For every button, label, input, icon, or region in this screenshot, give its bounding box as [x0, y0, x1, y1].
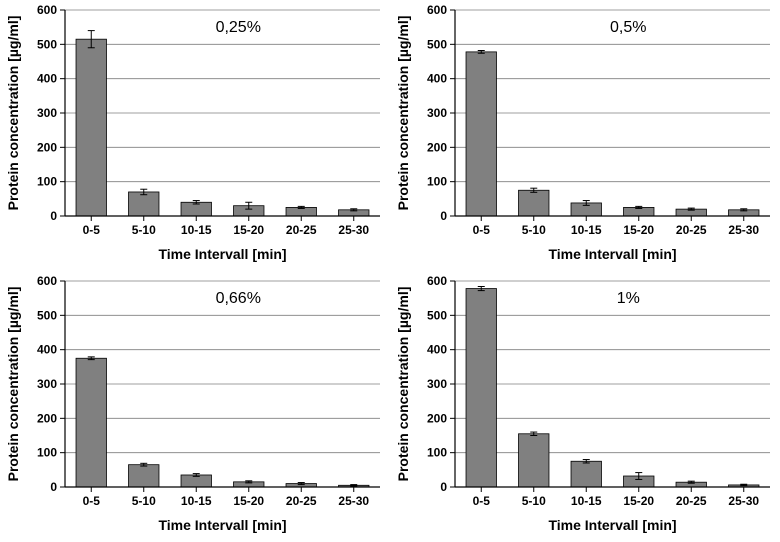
- x-axis-label: Time Intervall [min]: [158, 246, 286, 262]
- bar: [466, 52, 496, 216]
- y-tick-label: 100: [427, 175, 447, 189]
- bar: [129, 192, 159, 216]
- x-tick-label: 15-20: [233, 494, 264, 508]
- chart-panel: 0 100 200 300 400 500 600 0-5 5-10 10-15 15-20 20-2…: [390, 0, 780, 271]
- bar: [129, 465, 159, 487]
- y-tick-label: 600: [427, 274, 447, 288]
- x-tick-label: 15-20: [623, 223, 654, 237]
- x-tick-label: 0-5: [473, 494, 491, 508]
- y-tick-label: 600: [37, 3, 57, 17]
- y-tick-label: 500: [427, 37, 447, 51]
- x-tick-label: 10-15: [181, 223, 212, 237]
- x-tick-label: 25-30: [728, 223, 759, 237]
- x-tick-label: 5-10: [132, 494, 156, 508]
- y-axis-label: Protein concentration [µg/ml]: [5, 16, 21, 211]
- chart-panel: 0 100 200 300 400 500 600 0-5 5-10 10-15 15-20 20-2…: [390, 271, 780, 542]
- x-tick-label: 10-15: [571, 494, 602, 508]
- chart-panel: 0 100 200 300 400 500 600 0-5 5-10 10-15 15-20 20-2…: [0, 271, 390, 542]
- y-tick-label: 300: [37, 106, 57, 120]
- chart-grid: 0 100 200 300 400 500 600 0-5 5-10 10-15 15-20 20-2…: [0, 0, 780, 542]
- y-tick-label: 100: [427, 446, 447, 460]
- x-tick-label: 5-10: [522, 494, 546, 508]
- panel-title: 1%: [617, 290, 640, 307]
- bar: [76, 39, 106, 216]
- x-tick-label: 10-15: [571, 223, 602, 237]
- x-tick-label: 0-5: [473, 223, 491, 237]
- y-tick-label: 400: [37, 72, 57, 86]
- y-tick-label: 100: [37, 175, 57, 189]
- bar: [76, 358, 106, 487]
- y-tick-label: 0: [50, 209, 57, 223]
- x-axis-label: Time Intervall [min]: [548, 517, 676, 533]
- x-tick-label: 5-10: [132, 223, 156, 237]
- y-tick-label: 600: [37, 274, 57, 288]
- x-tick-label: 25-30: [338, 223, 369, 237]
- y-tick-label: 200: [37, 140, 57, 154]
- x-tick-label: 20-25: [286, 223, 317, 237]
- y-tick-label: 300: [427, 106, 447, 120]
- y-tick-label: 500: [427, 308, 447, 322]
- x-tick-label: 20-25: [676, 494, 707, 508]
- x-tick-label: 15-20: [233, 223, 264, 237]
- x-tick-label: 20-25: [676, 223, 707, 237]
- x-tick-label: 25-30: [338, 494, 369, 508]
- panel-title: 0,66%: [216, 290, 261, 307]
- y-tick-label: 400: [427, 343, 447, 357]
- x-tick-label: 0-5: [83, 494, 101, 508]
- bar: [519, 190, 549, 216]
- y-axis-label: Protein concentration [µg/ml]: [395, 16, 411, 211]
- x-axis-label: Time Intervall [min]: [548, 246, 676, 262]
- bar: [466, 289, 496, 487]
- y-axis-label: Protein concentration [µg/ml]: [5, 287, 21, 482]
- y-tick-label: 500: [37, 308, 57, 322]
- x-tick-label: 20-25: [286, 494, 317, 508]
- chart-panel: 0 100 200 300 400 500 600 0-5 5-10 10-15 15-20 20-2…: [0, 0, 390, 271]
- panel-title: 0,25%: [216, 19, 261, 36]
- y-tick-label: 0: [50, 480, 57, 494]
- x-tick-label: 0-5: [83, 223, 101, 237]
- x-tick-label: 25-30: [728, 494, 759, 508]
- y-tick-label: 300: [427, 377, 447, 391]
- y-tick-label: 0: [440, 480, 447, 494]
- y-tick-label: 200: [37, 411, 57, 425]
- bar: [519, 434, 549, 487]
- y-tick-label: 200: [427, 411, 447, 425]
- x-axis-label: Time Intervall [min]: [158, 517, 286, 533]
- bar: [571, 461, 601, 487]
- y-tick-label: 600: [427, 3, 447, 17]
- y-tick-label: 400: [427, 72, 447, 86]
- y-tick-label: 200: [427, 140, 447, 154]
- x-tick-label: 10-15: [181, 494, 212, 508]
- y-tick-label: 500: [37, 37, 57, 51]
- x-tick-label: 5-10: [522, 223, 546, 237]
- y-tick-label: 0: [440, 209, 447, 223]
- y-axis-label: Protein concentration [µg/ml]: [395, 287, 411, 482]
- y-tick-label: 400: [37, 343, 57, 357]
- y-tick-label: 100: [37, 446, 57, 460]
- panel-title: 0,5%: [610, 19, 646, 36]
- y-tick-label: 300: [37, 377, 57, 391]
- x-tick-label: 15-20: [623, 494, 654, 508]
